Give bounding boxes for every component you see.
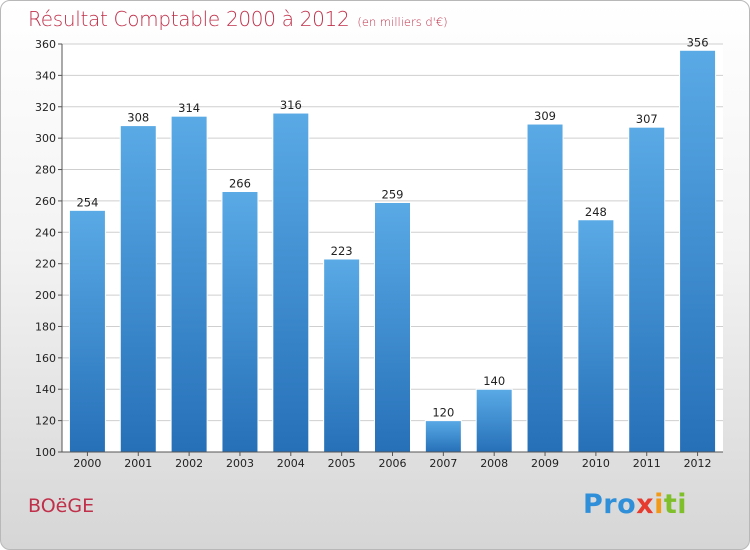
bar-value-label: 266 — [229, 177, 251, 191]
y-axis-labels: 100 120 140 160 180 200 220 240 260 280 300 320 340 3… — [35, 38, 62, 459]
y-tick-label: 260 — [35, 195, 56, 208]
proxiti-logo: Proxiti — [583, 489, 687, 520]
bars: 254 308 314 266 316 223 259 120 140 309 248 307 356 — [68, 35, 717, 453]
logo-part-4: ti — [663, 489, 688, 520]
place-name: BOëGE — [28, 495, 95, 517]
y-tick-label: 240 — [35, 226, 56, 239]
bar-value-label: 140 — [483, 374, 505, 388]
bar-2009 — [526, 123, 564, 453]
logo-part-2: x — [636, 489, 655, 520]
y-tick-label: 220 — [35, 258, 56, 271]
x-tick-label: 2007 — [429, 457, 457, 470]
x-tick-label: 2011 — [633, 457, 661, 470]
x-tick-label: 2001 — [124, 457, 152, 470]
x-tick-label: 2004 — [277, 457, 305, 470]
bar-2002 — [170, 115, 208, 453]
y-tick-label: 160 — [35, 352, 56, 365]
bar-2006 — [374, 201, 411, 453]
bar-value-label: 309 — [534, 109, 556, 123]
y-tick-label: 280 — [35, 164, 56, 177]
logo-part-3: i — [654, 489, 664, 520]
x-tick-label: 2009 — [531, 457, 559, 470]
x-tick-label: 2012 — [684, 457, 712, 470]
y-tick-label: 180 — [35, 320, 56, 333]
bar-2010 — [577, 219, 615, 453]
bar-2012 — [679, 49, 717, 453]
y-tick-label: 100 — [35, 446, 56, 459]
x-tick-label: 2002 — [175, 457, 203, 470]
bar-value-label: 308 — [127, 111, 149, 125]
y-tick-label: 360 — [35, 38, 56, 51]
y-tick-label: 320 — [35, 101, 56, 114]
y-tick-label: 120 — [35, 415, 56, 428]
bar-2011 — [628, 126, 666, 453]
x-tick-label: 2000 — [73, 457, 101, 470]
x-tick-label: 2008 — [480, 457, 508, 470]
bar-2007 — [424, 420, 462, 453]
bar-value-label: 356 — [687, 35, 709, 49]
bar-2008 — [475, 388, 513, 453]
x-tick-label: 2005 — [328, 457, 356, 470]
logo-part-1: Pro — [583, 489, 637, 520]
bar-value-label: 254 — [76, 195, 98, 209]
bar-value-label: 248 — [585, 205, 607, 219]
bar-2005 — [323, 258, 361, 453]
y-tick-label: 140 — [35, 383, 56, 396]
chart-title: Résultat Comptable 2000 à 2012 (en millie… — [28, 7, 448, 31]
bar-2003 — [221, 191, 259, 453]
y-tick-label: 300 — [35, 132, 56, 145]
x-tick-label: 2003 — [226, 457, 254, 470]
bar-value-label: 223 — [331, 244, 353, 258]
bar-2004 — [272, 112, 310, 453]
x-tick-label: 2010 — [582, 457, 610, 470]
bar-value-label: 314 — [178, 101, 200, 115]
bar-2000 — [68, 209, 106, 453]
bar-value-label: 259 — [382, 187, 404, 201]
bar-value-label: 120 — [432, 406, 454, 420]
bar-value-label: 307 — [636, 112, 658, 126]
bar-2001 — [119, 125, 157, 453]
x-tick-label: 2006 — [379, 457, 407, 470]
title-subtitle: (en milliers d'€) — [357, 15, 448, 29]
bar-value-label: 316 — [280, 98, 302, 112]
y-tick-label: 340 — [35, 69, 56, 82]
x-axis-labels: 2000 2001 2002 2003 2004 2005 2006 2007 2008 2009… — [73, 452, 712, 470]
y-tick-label: 200 — [35, 289, 56, 302]
title-main: Résultat Comptable 2000 à 2012 — [28, 7, 350, 31]
